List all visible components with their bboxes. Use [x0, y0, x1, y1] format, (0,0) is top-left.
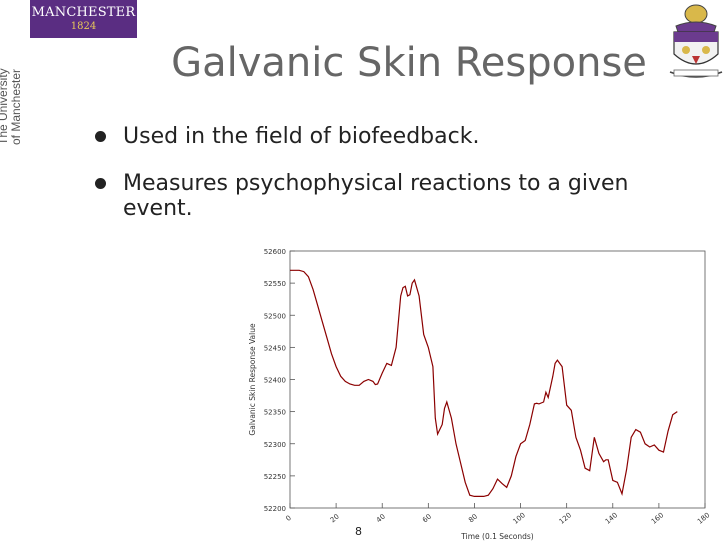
- y-tick-label: 52350: [264, 409, 286, 417]
- slide-title: Galvanic Skin Response: [171, 40, 647, 86]
- x-tick-label: 120: [558, 511, 573, 526]
- bullet-text: Measures psychophysical reactions to a g…: [123, 171, 629, 221]
- page-number: 8: [355, 525, 362, 538]
- x-tick-label: 40: [375, 513, 387, 525]
- x-tick-label: 0: [284, 514, 293, 523]
- y-tick-label: 52300: [264, 441, 286, 449]
- x-tick-label: 60: [421, 513, 433, 525]
- y-tick-label: 52200: [264, 505, 286, 513]
- series-line: [290, 269, 678, 497]
- gsr-line-chart: 52200 52250 52300 52350 52400 52450 52500 52550…: [248, 248, 711, 541]
- x-tick-label: 80: [467, 513, 479, 525]
- x-tick-label: 180: [696, 511, 711, 526]
- y-tick-label: 52400: [264, 377, 286, 385]
- y-tick-label: 52450: [264, 344, 286, 352]
- y-tick-label: 52550: [264, 280, 286, 288]
- y-tick-label: 52500: [264, 312, 286, 320]
- x-axis-label: Time (0.1 Seconds): [460, 532, 533, 541]
- bullet-list: Used in the field of biofeedback. Measur…: [85, 124, 705, 243]
- x-tick-label: 140: [604, 511, 619, 526]
- x-tick-label: 20: [329, 513, 341, 525]
- bullet-dot-icon: [95, 131, 106, 142]
- logo-year: 1824: [70, 21, 97, 32]
- y-axis-label: Galvanic Skin Response Value: [248, 323, 257, 436]
- bullet-item: Used in the field of biofeedback.: [85, 124, 705, 149]
- bullet-item: Measures psychophysical reactions to a g…: [85, 171, 705, 221]
- coat-of-arms-icon: [669, 4, 723, 78]
- bullet-dot-icon: [95, 178, 106, 189]
- x-tick-label: 160: [650, 511, 665, 526]
- y-tick-label: 52250: [264, 473, 286, 481]
- university-logo: MANCHESTER 1824: [30, 0, 137, 38]
- y-tick-label: 52600: [264, 248, 286, 256]
- plot-frame: [289, 250, 706, 509]
- logo-name: MANCHESTER: [31, 5, 136, 20]
- bullet-text: Used in the field of biofeedback.: [123, 124, 480, 149]
- x-tick-label: 100: [512, 511, 527, 526]
